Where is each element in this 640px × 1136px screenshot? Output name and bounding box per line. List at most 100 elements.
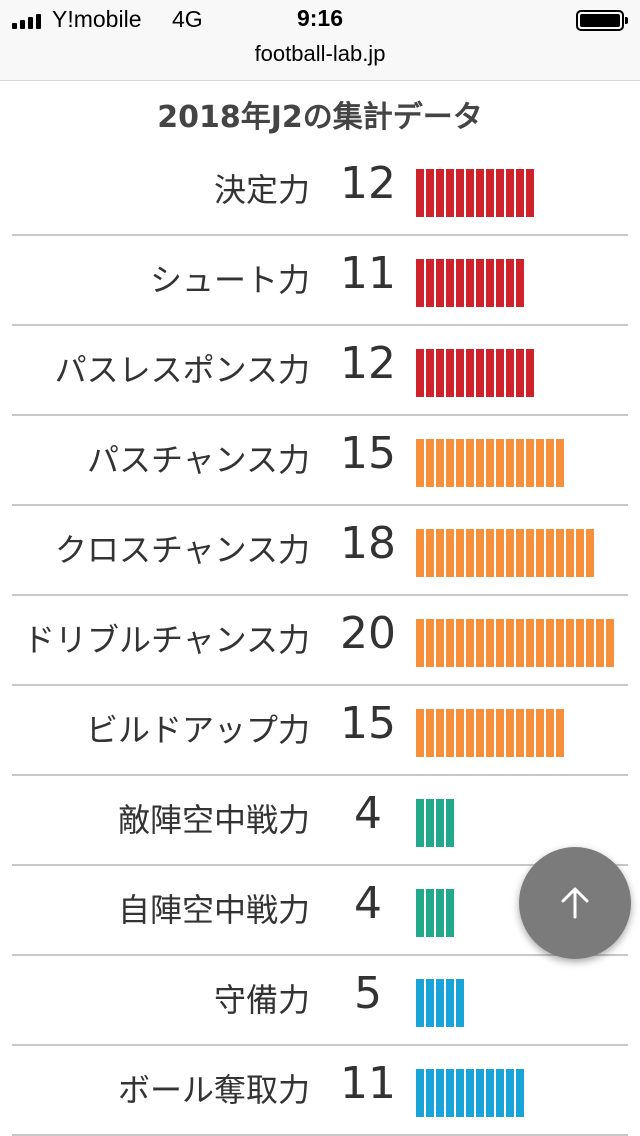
stat-row: シュート力 11 [0, 236, 640, 326]
stat-bar-segment [436, 979, 444, 1027]
stat-value: 11 [340, 248, 396, 299]
stat-bar-segment [526, 709, 534, 757]
stat-value: 20 [340, 608, 396, 659]
stat-bar-segment [606, 619, 614, 667]
stat-bar-segment [426, 979, 434, 1027]
stat-bar-segment [416, 349, 424, 397]
stat-bar-segment [586, 529, 594, 577]
stat-bar-segment [436, 1069, 444, 1117]
stat-bar-segment [516, 439, 524, 487]
stat-bar-segment [426, 259, 434, 307]
stat-row: ドリブルチャンス力 20 [0, 596, 640, 686]
stat-bar-segment [506, 1069, 514, 1117]
stat-bar-segment [426, 1069, 434, 1117]
stat-bar-segment [436, 349, 444, 397]
address-bar[interactable]: football-lab.jp [0, 40, 640, 81]
stat-bar-segment [486, 1069, 494, 1117]
stat-row: 敵陣空中戦力 4 [0, 776, 640, 866]
scroll-to-top-button[interactable] [519, 847, 631, 959]
stat-value: 15 [340, 698, 396, 749]
stat-bar-segment [536, 619, 544, 667]
row-divider [12, 774, 628, 776]
stat-bar-segment [436, 259, 444, 307]
row-divider [12, 234, 628, 236]
stat-value: 4 [354, 878, 382, 929]
stat-label: ドリブルチャンス力 [22, 621, 310, 659]
stat-label: クロスチャンス力 [54, 531, 310, 569]
stat-bar-segment [446, 799, 454, 847]
stat-bar-segment [416, 889, 424, 937]
stat-label: 決定力 [213, 171, 310, 209]
stat-bar-segment [496, 709, 504, 757]
stat-bar-segment [516, 1069, 524, 1117]
stat-bar-segment [416, 979, 424, 1027]
stat-bar-segment [416, 439, 424, 487]
stat-bar-segment [506, 349, 514, 397]
stat-bar-segment [446, 1069, 454, 1117]
stat-value: 4 [354, 788, 382, 839]
stat-bar-segment [516, 259, 524, 307]
stat-bar-segment [436, 709, 444, 757]
stat-row: ボール奪取力 11 [0, 1046, 640, 1136]
stat-bar-segment [456, 619, 464, 667]
stat-bar-segment [456, 349, 464, 397]
stat-bar-segment [426, 889, 434, 937]
battery-icon [576, 10, 628, 31]
stat-bar-segment [536, 529, 544, 577]
stat-bar-segment [516, 169, 524, 217]
stat-bar-segment [446, 619, 454, 667]
stat-bar-segment [596, 619, 604, 667]
stat-bar-segment [556, 709, 564, 757]
stat-bar-segment [436, 799, 444, 847]
stat-label: シュート力 [149, 261, 310, 299]
stat-bar-segment [456, 169, 464, 217]
stat-bar-segment [496, 259, 504, 307]
signal-strength-icon [12, 11, 41, 29]
stat-label: 敵陣空中戦力 [117, 801, 310, 839]
row-divider [12, 504, 628, 506]
stat-bar-segment [526, 439, 534, 487]
stat-bar-segment [486, 709, 494, 757]
stat-label: パスレスポンス力 [54, 351, 310, 389]
stat-bar-segment [456, 1069, 464, 1117]
stat-bar-segment [446, 709, 454, 757]
stat-bar-segment [436, 169, 444, 217]
stat-bar [416, 889, 454, 937]
stat-bar-segment [476, 619, 484, 667]
stat-bar-segment [426, 529, 434, 577]
stat-bar-segment [546, 439, 554, 487]
stat-bar-segment [506, 259, 514, 307]
stat-bar-segment [566, 529, 574, 577]
stat-bar-segment [466, 1069, 474, 1117]
stat-bar-segment [486, 529, 494, 577]
stat-bar-segment [556, 529, 564, 577]
stat-row: 自陣空中戦力 4 [0, 866, 640, 956]
stats-list: 決定力 12 シュート力 11 パスレスポンス力 12 パスチャンス力 15 クロスチャンス力 1… [0, 146, 640, 1136]
stat-value: 5 [354, 968, 382, 1019]
stat-bar [416, 349, 534, 397]
stat-bar-segment [456, 439, 464, 487]
stat-bar-segment [546, 529, 554, 577]
stat-row: 守備力 5 [0, 956, 640, 1046]
stat-bar-segment [546, 709, 554, 757]
stat-bar-segment [446, 439, 454, 487]
stat-bar-segment [416, 619, 424, 667]
stat-bar-segment [526, 619, 534, 667]
stat-bar-segment [516, 349, 524, 397]
stat-bar-segment [586, 619, 594, 667]
stat-value: 18 [340, 518, 396, 569]
stat-bar-segment [466, 709, 474, 757]
stat-bar-segment [416, 529, 424, 577]
row-divider [12, 684, 628, 686]
stat-bar-segment [416, 799, 424, 847]
stat-bar-segment [566, 619, 574, 667]
stat-bar-segment [476, 439, 484, 487]
stat-bar-segment [446, 979, 454, 1027]
row-divider [12, 1134, 628, 1136]
stat-bar-segment [576, 619, 584, 667]
row-divider [12, 864, 628, 866]
stat-bar [416, 709, 564, 757]
stat-value: 12 [340, 338, 396, 389]
stat-label: 自陣空中戦力 [117, 891, 310, 929]
stat-bar [416, 1069, 524, 1117]
